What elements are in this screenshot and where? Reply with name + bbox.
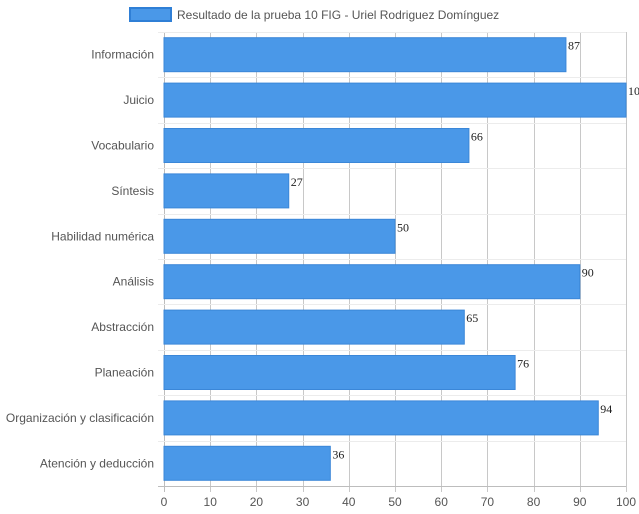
data-label: 94 — [600, 402, 612, 416]
data-labels: 87 100 66 27 50 90 65 76 94 36 — [291, 39, 639, 462]
data-label: 27 — [291, 175, 303, 189]
bar[interactable] — [163, 355, 516, 390]
legend[interactable]: Resultado de la prueba 10 FIG - Uriel Ro… — [129, 7, 499, 22]
bar[interactable] — [163, 309, 465, 345]
x-tick-label: 60 — [435, 495, 449, 509]
data-label: 50 — [397, 220, 409, 234]
x-tick-label: 30 — [296, 495, 310, 509]
category-label: Análisis — [113, 275, 154, 289]
data-label: 76 — [517, 357, 529, 371]
category-label: Vocabulario — [91, 139, 154, 153]
bar[interactable] — [163, 128, 470, 163]
category-labels: Información Juicio Vocabulario Síntesis Habi… — [6, 48, 154, 471]
data-label: 65 — [466, 311, 478, 325]
category-label: Información — [91, 48, 154, 62]
bar[interactable] — [163, 445, 331, 481]
data-label: 90 — [582, 266, 594, 280]
x-tick-label: 80 — [527, 495, 541, 509]
bars — [163, 37, 627, 481]
category-label: Habilidad numérica — [51, 229, 154, 243]
category-label: Juicio — [123, 93, 154, 107]
x-axis-ticks: 0 10 20 30 40 50 60 70 80 90 100 — [161, 495, 637, 509]
data-label: 87 — [568, 39, 580, 53]
category-label: Atención y deducción — [40, 456, 154, 470]
bar[interactable] — [163, 400, 599, 436]
category-label: Organización y clasificación — [6, 411, 154, 425]
x-tick-label: 90 — [573, 495, 587, 509]
bar[interactable] — [163, 37, 567, 73]
legend-swatch[interactable] — [129, 7, 172, 22]
data-label: 36 — [332, 447, 344, 461]
bar[interactable] — [163, 82, 627, 118]
data-label: 66 — [471, 130, 483, 144]
x-tick-label: 70 — [481, 495, 495, 509]
bar[interactable] — [163, 218, 396, 254]
x-tick-label: 20 — [250, 495, 264, 509]
category-label: Síntesis — [111, 184, 154, 198]
x-tick-label: 100 — [616, 495, 636, 509]
category-label: Planeación — [95, 366, 154, 380]
x-tick-label: 0 — [161, 495, 168, 509]
x-tick-label: 10 — [204, 495, 218, 509]
data-label: 100 — [628, 84, 639, 98]
x-tick-label: 40 — [342, 495, 356, 509]
legend-label[interactable]: Resultado de la prueba 10 FIG - Uriel Ro… — [177, 8, 499, 22]
category-label: Abstracción — [91, 320, 154, 334]
bar[interactable] — [163, 264, 581, 300]
bar[interactable] — [163, 173, 290, 209]
x-tick-label: 50 — [388, 495, 402, 509]
